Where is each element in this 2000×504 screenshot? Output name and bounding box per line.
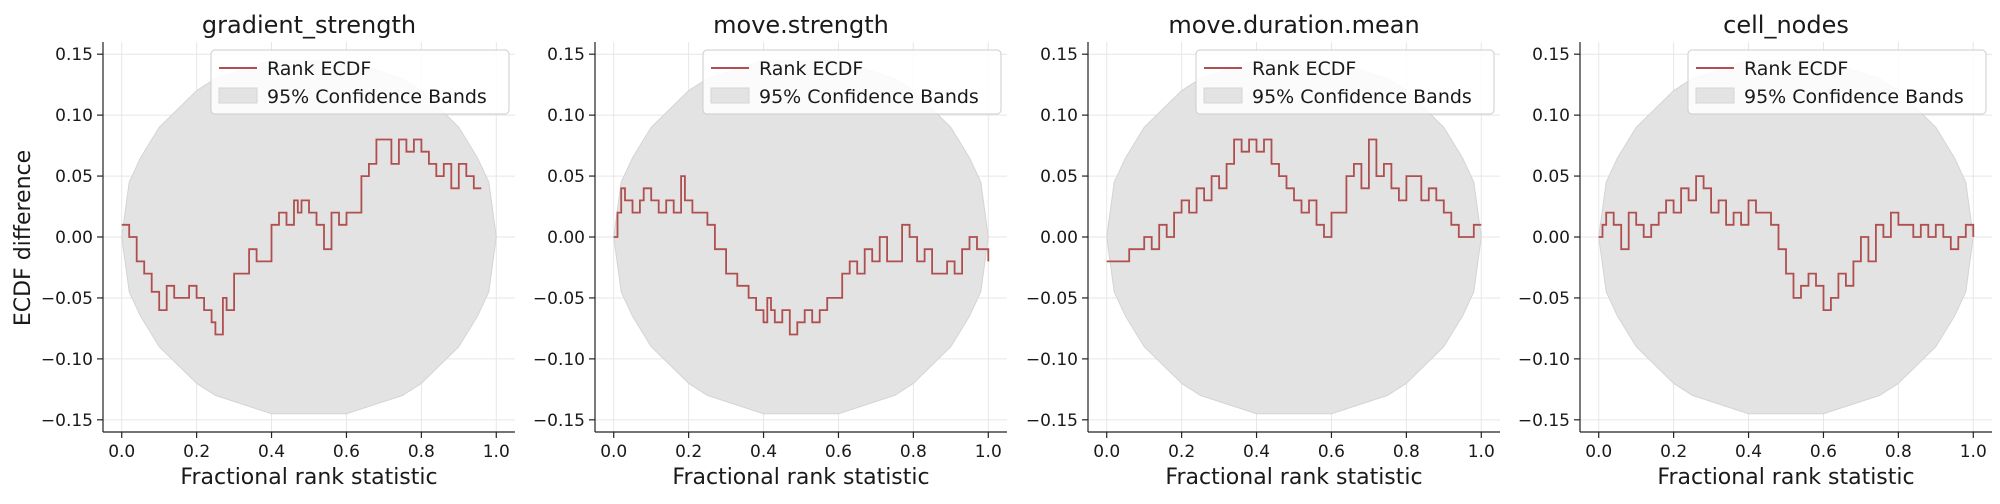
x-tick-label: 0.4 [1243,442,1270,462]
x-tick-label: 0.4 [1735,442,1762,462]
panel-1: move.strength 0.0 0.2 0.4 0.6 0.8 1.0 0.15 0.10 0… [533,11,1007,490]
x-tick-label: 0.2 [183,442,210,462]
panel-title: cell_nodes [1723,11,1849,39]
x-axis-label: Fractional rank statistic [180,465,437,490]
legend-band-swatch [1203,87,1243,104]
x-tick-label: 0.0 [1093,442,1120,462]
x-axis-label: Fractional rank statistic [1657,465,1914,490]
rank-ecdf-line [613,175,990,336]
y-tick-label: 0.00 [1040,228,1078,248]
x-tick-label: 0.0 [600,442,627,462]
legend: Rank ECDF 95% Confidence Bands [210,49,510,115]
legend-label-rank-ecdf: Rank ECDF [1252,58,1356,80]
legend-box [1687,49,1987,115]
x-tick-label: 0.6 [825,442,852,462]
y-tick-label: −0.05 [1026,289,1078,309]
y-tick-label: 0.00 [547,228,585,248]
x-tick-label: 0.4 [258,442,285,462]
x-tick-label: 0.8 [1885,442,1912,462]
panel-title: move.duration.mean [1168,11,1419,39]
legend-label-rank-ecdf: Rank ECDF [1744,58,1848,80]
y-tick-label: −0.10 [1518,350,1570,370]
x-tick-label: 1.0 [975,442,1002,462]
x-tick-label: 0.2 [675,442,702,462]
x-tick-label: 0.6 [1810,442,1837,462]
x-axis-label: Fractional rank statistic [1165,465,1422,490]
x-tick-label: 0.0 [1585,442,1612,462]
y-tick-label: 0.10 [547,106,585,126]
x-tick-label: 0.2 [1168,442,1195,462]
x-tick-label: 0.0 [108,442,135,462]
y-tick-label: −0.15 [1026,411,1078,431]
panel-0: gradient_strength 0.0 0.2 0.4 0.6 0.8 1.0 0.15 0… [41,11,515,490]
y-tick-label: 0.10 [1040,106,1078,126]
x-tick-label: 1.0 [483,442,510,462]
y-tick-label: 0.00 [1532,228,1570,248]
legend-label-confidence-bands: 95% Confidence Bands [1252,86,1472,108]
legend: Rank ECDF 95% Confidence Bands [702,49,1002,115]
x-tick-label: 0.8 [1393,442,1420,462]
y-tick-label: −0.10 [41,350,93,370]
y-tick-label: −0.05 [1518,289,1570,309]
legend-label-confidence-bands: 95% Confidence Bands [759,86,979,108]
panel-3: cell_nodes 0.0 0.2 0.4 0.6 0.8 1.0 0.15 0.10 0.05… [1518,11,1992,490]
legend-label-rank-ecdf: Rank ECDF [267,58,371,80]
y-tick-label: −0.10 [533,350,585,370]
panel-title: move.strength [713,11,889,39]
y-tick-label: −0.15 [533,411,585,431]
y-tick-label: −0.10 [1026,350,1078,370]
legend-band-swatch [218,87,258,104]
x-tick-label: 0.2 [1660,442,1687,462]
x-tick-label: 0.8 [900,442,927,462]
legend: Rank ECDF 95% Confidence Bands [1687,49,1987,115]
y-tick-label: −0.05 [533,289,585,309]
panel-2: move.duration.mean 0.0 0.2 0.4 0.6 0.8 1.0 0.15… [1026,11,1500,490]
legend-label-confidence-bands: 95% Confidence Bands [267,86,487,108]
y-tick-label: 0.15 [55,45,93,65]
x-tick-label: 1.0 [1960,442,1987,462]
x-tick-label: 0.6 [333,442,360,462]
x-axis-label: Fractional rank statistic [672,465,929,490]
y-tick-label: 0.05 [547,167,585,187]
y-tick-label: 0.10 [55,106,93,126]
legend-band-swatch [710,87,750,104]
y-tick-label: −0.15 [41,411,93,431]
rank-ecdf-line [121,138,482,336]
legend-label-confidence-bands: 95% Confidence Bands [1744,86,1964,108]
legend-box [1195,49,1495,115]
y-tick-label: −0.15 [1518,411,1570,431]
legend-box [210,49,510,115]
legend-box [702,49,1002,115]
panel-title: gradient_strength [202,11,416,39]
y-tick-label: 0.15 [1532,45,1570,65]
y-tick-label: 0.05 [1040,167,1078,187]
legend-band-swatch [1695,87,1735,104]
y-axis-label: ECDF difference [11,150,36,326]
y-tick-label: 0.10 [1532,106,1570,126]
x-tick-label: 0.4 [750,442,777,462]
y-tick-label: 0.15 [1040,45,1078,65]
rank-ecdf-line [1106,138,1482,263]
legend-label-rank-ecdf: Rank ECDF [759,58,863,80]
y-tick-label: 0.00 [55,228,93,248]
x-tick-label: 0.8 [408,442,435,462]
rank-ecdf-line [1598,175,1975,311]
y-tick-label: 0.05 [1532,167,1570,187]
x-tick-label: 0.6 [1318,442,1345,462]
y-tick-label: 0.05 [55,167,93,187]
x-tick-label: 1.0 [1468,442,1495,462]
legend: Rank ECDF 95% Confidence Bands [1195,49,1495,115]
y-tick-label: 0.15 [547,45,585,65]
y-tick-label: −0.05 [41,289,93,309]
